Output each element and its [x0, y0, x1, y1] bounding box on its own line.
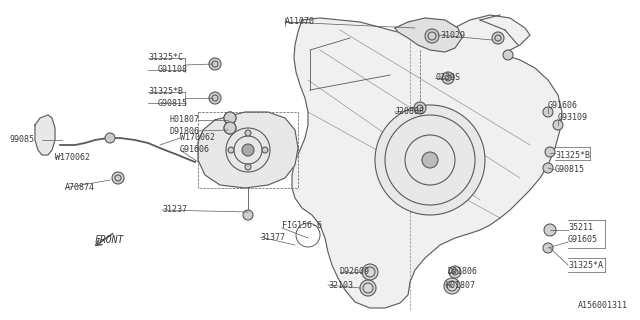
Circle shape: [245, 164, 251, 170]
Text: A11070: A11070: [285, 18, 315, 27]
Circle shape: [360, 280, 376, 296]
Text: 31325*C: 31325*C: [148, 53, 183, 62]
Text: G93109: G93109: [558, 113, 588, 122]
Circle shape: [444, 278, 460, 294]
Circle shape: [262, 147, 268, 153]
Text: 31325*A: 31325*A: [568, 260, 603, 269]
Text: G91606: G91606: [548, 100, 578, 109]
Circle shape: [362, 264, 378, 280]
Circle shape: [375, 105, 485, 215]
Polygon shape: [198, 112, 298, 188]
Text: A70874: A70874: [65, 183, 95, 193]
Circle shape: [449, 266, 461, 278]
Text: G91108: G91108: [158, 66, 188, 75]
Circle shape: [242, 144, 254, 156]
Text: G91606: G91606: [180, 146, 210, 155]
Text: 31029: 31029: [440, 30, 465, 39]
Text: J20888: J20888: [395, 108, 425, 116]
Text: A156001311: A156001311: [578, 301, 628, 310]
Text: W170062: W170062: [180, 133, 215, 142]
Text: G90815: G90815: [158, 99, 188, 108]
Text: 31325*B: 31325*B: [148, 87, 183, 97]
Polygon shape: [35, 115, 55, 155]
Circle shape: [209, 58, 221, 70]
Text: FRONT: FRONT: [95, 235, 124, 245]
Text: D91806: D91806: [170, 126, 200, 135]
Polygon shape: [292, 15, 562, 308]
Text: D92609: D92609: [340, 268, 370, 276]
Circle shape: [544, 224, 556, 236]
Circle shape: [422, 152, 438, 168]
Polygon shape: [395, 18, 462, 52]
Circle shape: [543, 243, 553, 253]
Circle shape: [209, 92, 221, 104]
Text: G90815: G90815: [555, 165, 585, 174]
Text: G91605: G91605: [568, 236, 598, 244]
Circle shape: [228, 147, 234, 153]
Text: FIG156-6: FIG156-6: [282, 220, 322, 229]
Circle shape: [224, 122, 236, 134]
Circle shape: [553, 120, 563, 130]
Text: D91806: D91806: [448, 268, 478, 276]
Circle shape: [105, 133, 115, 143]
Circle shape: [545, 147, 555, 157]
Text: H01807: H01807: [445, 281, 475, 290]
Circle shape: [112, 172, 124, 184]
Circle shape: [224, 112, 236, 124]
Circle shape: [543, 107, 553, 117]
Text: 31377: 31377: [260, 233, 285, 242]
Text: 31237: 31237: [162, 205, 187, 214]
Text: 0239S: 0239S: [435, 74, 460, 83]
Circle shape: [245, 130, 251, 136]
Text: W170062: W170062: [55, 154, 90, 163]
Text: 31325*B: 31325*B: [555, 150, 590, 159]
Circle shape: [442, 72, 454, 84]
Circle shape: [243, 210, 253, 220]
Circle shape: [224, 122, 236, 134]
Text: 32103: 32103: [328, 281, 353, 290]
Text: 99085: 99085: [10, 135, 35, 145]
Text: H01807: H01807: [170, 116, 200, 124]
Circle shape: [224, 112, 236, 124]
Circle shape: [503, 50, 513, 60]
Circle shape: [492, 32, 504, 44]
Text: 35211: 35211: [568, 223, 593, 233]
Circle shape: [414, 102, 426, 114]
Circle shape: [425, 29, 439, 43]
Circle shape: [543, 163, 553, 173]
